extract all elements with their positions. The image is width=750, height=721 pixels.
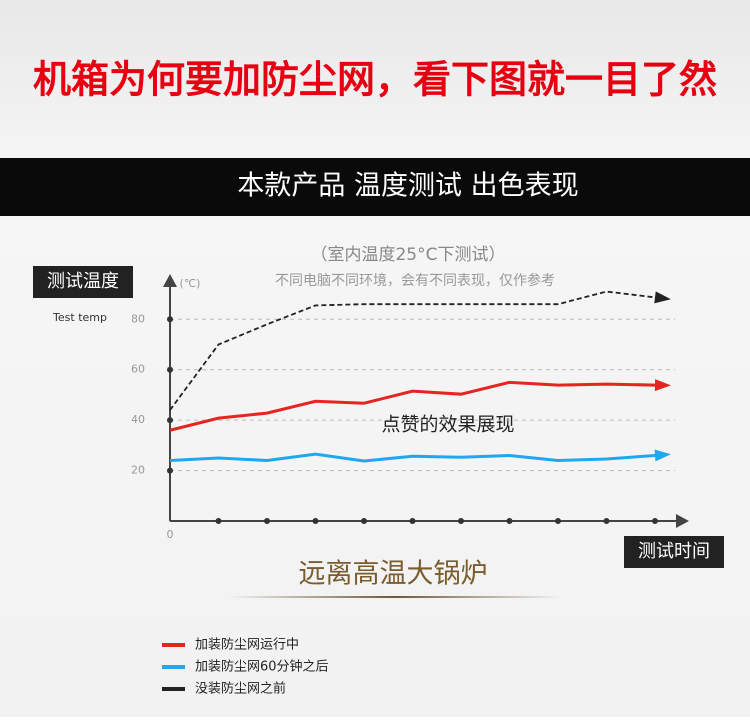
x-tick-dot (215, 518, 222, 524)
slogan: 远离高温大锅炉 (299, 559, 488, 590)
x-arrow (676, 514, 689, 528)
x-tick-dot (264, 518, 270, 524)
chart-note: 不同电脑不同环境，会有不同表现，仅作参考 (275, 272, 555, 289)
chart-subtitle: （室内温度25°C下测试） (310, 245, 505, 265)
y-axis-label: 测试温度 (47, 271, 119, 292)
banner: 本款产品 温度测试 出色表现 (237, 171, 578, 202)
page-title: 机箱为何要加防尘网，看下图就一目了然 (33, 58, 717, 102)
series-line (169, 290, 656, 411)
slogan-rule (230, 596, 560, 598)
legend-label: 加装防尘网60分钟之后 (195, 659, 329, 675)
x-tick-dot (312, 518, 319, 524)
y-axis-label-en: Test temp (52, 311, 107, 324)
series-line (169, 452, 656, 463)
series-line (169, 380, 656, 432)
x-tick-dot (603, 518, 610, 524)
legend-label: 没装防尘网之前 (195, 681, 286, 697)
y-tick-label: 40 (131, 413, 145, 426)
x-tick-dot (652, 518, 658, 524)
y-tick-label: 20 (131, 464, 145, 477)
series-arrow (654, 449, 671, 462)
series-arrow (654, 291, 671, 304)
y-tick-dot (167, 417, 173, 424)
legend-label: 加装防尘网运行中 (195, 637, 299, 653)
series-arrow (654, 379, 671, 392)
x-tick-dot (409, 518, 416, 524)
y-tick-dot (167, 467, 173, 474)
x-tick-dot (458, 518, 464, 524)
y-tick-label: 80 (131, 312, 145, 325)
banner-bg (0, 158, 750, 216)
annotation: 点赞的效果展现 (381, 414, 514, 436)
y-tick-dot (167, 366, 173, 373)
y-tick-label: 0 (167, 528, 174, 541)
x-tick-dot (506, 518, 513, 524)
y-tick-dot (167, 316, 173, 323)
y-arrow (163, 274, 177, 287)
y-unit: (℃) (180, 277, 201, 290)
x-tick-dot (555, 518, 561, 524)
x-label-box (624, 536, 724, 568)
y-label-box (33, 266, 133, 298)
y-tick-label: 60 (131, 363, 145, 376)
x-tick-dot (361, 518, 367, 524)
x-axis-label: 测试时间 (638, 541, 710, 562)
